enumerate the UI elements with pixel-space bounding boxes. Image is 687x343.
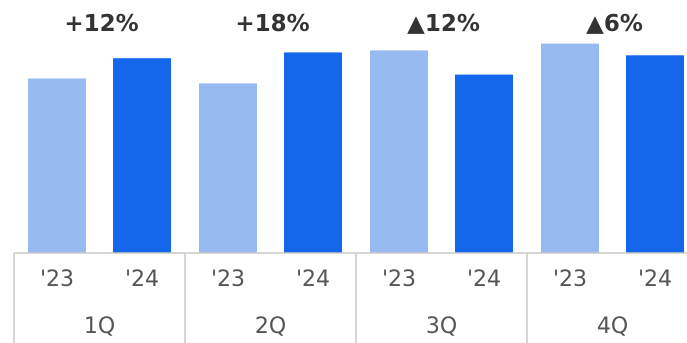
x-tick-label: '23 [40, 267, 74, 292]
change-label-4q: ▲6% [586, 11, 643, 37]
bars-layer [28, 43, 684, 254]
bar-4q-1 [626, 55, 684, 253]
group-label-3q: 3Q [426, 314, 457, 339]
change-labels: +12% +18% ▲12% ▲6% [64, 11, 643, 37]
x-tick-label: '24 [296, 267, 330, 292]
bar-2q-1 [284, 52, 342, 254]
bar-2q-0 [199, 83, 257, 254]
group-label-4q: 4Q [597, 314, 628, 339]
bar-3q-0 [370, 50, 428, 254]
change-label-1q: +12% [64, 11, 138, 37]
group-separators [13, 253, 528, 343]
group-label-1q: 1Q [84, 314, 115, 339]
x-tick-label: '23 [382, 267, 416, 292]
bar-1q-1 [113, 58, 171, 254]
bar-1q-0 [28, 78, 86, 253]
x-tick-label: '23 [553, 267, 587, 292]
x-tick-labels: '23 '24 '23 '24 '23 '24 '23 '24 [40, 267, 672, 292]
bar-4q-0 [541, 43, 599, 253]
x-tick-label: '24 [125, 267, 159, 292]
bar-3q-1 [455, 74, 513, 253]
change-label-2q: +18% [235, 11, 309, 37]
x-tick-label: '24 [467, 267, 501, 292]
group-label-2q: 2Q [255, 314, 286, 339]
x-tick-label: '24 [638, 267, 672, 292]
group-labels: 1Q 2Q 3Q 4Q [84, 314, 628, 339]
x-tick-label: '23 [211, 267, 245, 292]
change-label-3q: ▲12% [407, 11, 480, 37]
